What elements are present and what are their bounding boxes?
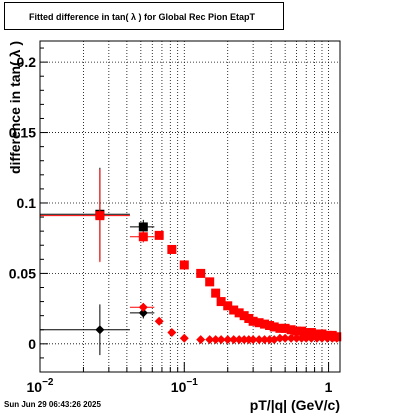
grid: [39, 41, 340, 372]
data-point: [265, 321, 275, 331]
data-point: [138, 222, 148, 232]
series-2: [40, 304, 155, 356]
y-tick-label: 0.2: [17, 54, 37, 70]
data-point: [327, 333, 337, 343]
data-point: [239, 311, 249, 321]
data-point: [297, 333, 307, 343]
data-point: [306, 333, 316, 343]
data-point: [286, 333, 296, 343]
data-point: [248, 335, 258, 345]
data-point: [229, 335, 239, 345]
data-point: [275, 323, 285, 333]
data-point: [138, 308, 148, 318]
data-point: [167, 244, 177, 254]
data-point: [229, 305, 239, 315]
x-tick-label: 1: [325, 379, 333, 395]
data-point: [292, 333, 302, 343]
x-tick-label: 10−1: [171, 377, 198, 395]
data-point: [312, 333, 322, 343]
data-point: [286, 325, 296, 335]
data-point: [95, 325, 105, 335]
data-point: [179, 333, 189, 343]
data-point: [196, 268, 206, 278]
data-point: [138, 232, 148, 242]
data-point: [322, 333, 332, 343]
data-point: [223, 335, 233, 345]
data-points: [40, 167, 342, 356]
data-point: [269, 322, 279, 332]
y-axis-title: difference in tan( λ ): [7, 41, 23, 174]
data-point: [167, 328, 177, 338]
data-point: [234, 335, 244, 345]
timestamp: Sun Jun 29 06:43:26 2025: [4, 400, 101, 409]
x-axis-title: pT/|q| (GeV/c): [250, 397, 340, 413]
data-point: [154, 316, 164, 326]
axes: 10−2 10−1 1 0 0.05 0.1 0.15 0.2: [9, 47, 333, 395]
data-point: [179, 260, 189, 270]
data-point: [301, 333, 311, 343]
data-point: [280, 333, 290, 343]
y-tick-label: 0.15: [9, 125, 36, 141]
data-point: [275, 333, 285, 343]
y-tick-label: 0.1: [17, 195, 37, 211]
series-1: [40, 169, 342, 342]
data-point: [211, 335, 221, 345]
data-point: [196, 335, 206, 345]
data-point: [211, 288, 221, 298]
chart-title: Fitted difference in tan( λ ) for Global…: [4, 2, 284, 30]
data-point: [265, 335, 275, 345]
data-point: [95, 211, 105, 221]
data-point: [223, 301, 233, 311]
data-point: [254, 318, 264, 328]
x-tick-label: 10−2: [27, 377, 54, 395]
data-point: [332, 333, 342, 343]
series-3: [129, 302, 342, 345]
data-point: [205, 335, 215, 345]
y-tick-label: 0.05: [9, 265, 36, 281]
data-point: [292, 326, 302, 336]
data-point: [317, 333, 327, 343]
data-point: [234, 308, 244, 318]
data-point: [301, 328, 311, 338]
data-point: [254, 335, 264, 345]
data-point: [205, 277, 215, 287]
data-point: [216, 297, 226, 307]
data-point: [260, 335, 270, 345]
data-point: [138, 302, 148, 312]
data-point: [239, 335, 249, 345]
data-point: [297, 326, 307, 336]
data-point: [260, 319, 270, 329]
data-point: [306, 328, 316, 338]
data-point: [154, 230, 164, 240]
plot-frame: [39, 40, 341, 373]
y-tick-label: 0: [28, 336, 36, 352]
data-point: [248, 316, 258, 326]
data-point: [216, 335, 226, 345]
data-point: [280, 323, 290, 333]
